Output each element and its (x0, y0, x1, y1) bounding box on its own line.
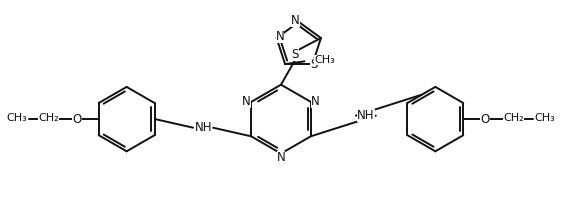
Text: O: O (72, 113, 81, 126)
Text: CH₂: CH₂ (38, 113, 58, 123)
Text: O: O (481, 113, 490, 126)
Text: N: N (311, 95, 320, 108)
Text: NH: NH (357, 109, 375, 122)
Text: N: N (291, 14, 300, 27)
Text: CH₃: CH₃ (534, 113, 555, 123)
Text: S: S (310, 58, 318, 71)
Text: CH₃: CH₃ (314, 55, 335, 65)
Text: N: N (275, 30, 284, 43)
Text: N: N (242, 95, 251, 108)
Text: NH: NH (194, 121, 212, 134)
Text: CH₃: CH₃ (7, 113, 28, 123)
Text: N: N (277, 151, 285, 164)
Text: S: S (292, 48, 299, 61)
Text: CH₂: CH₂ (504, 113, 524, 123)
